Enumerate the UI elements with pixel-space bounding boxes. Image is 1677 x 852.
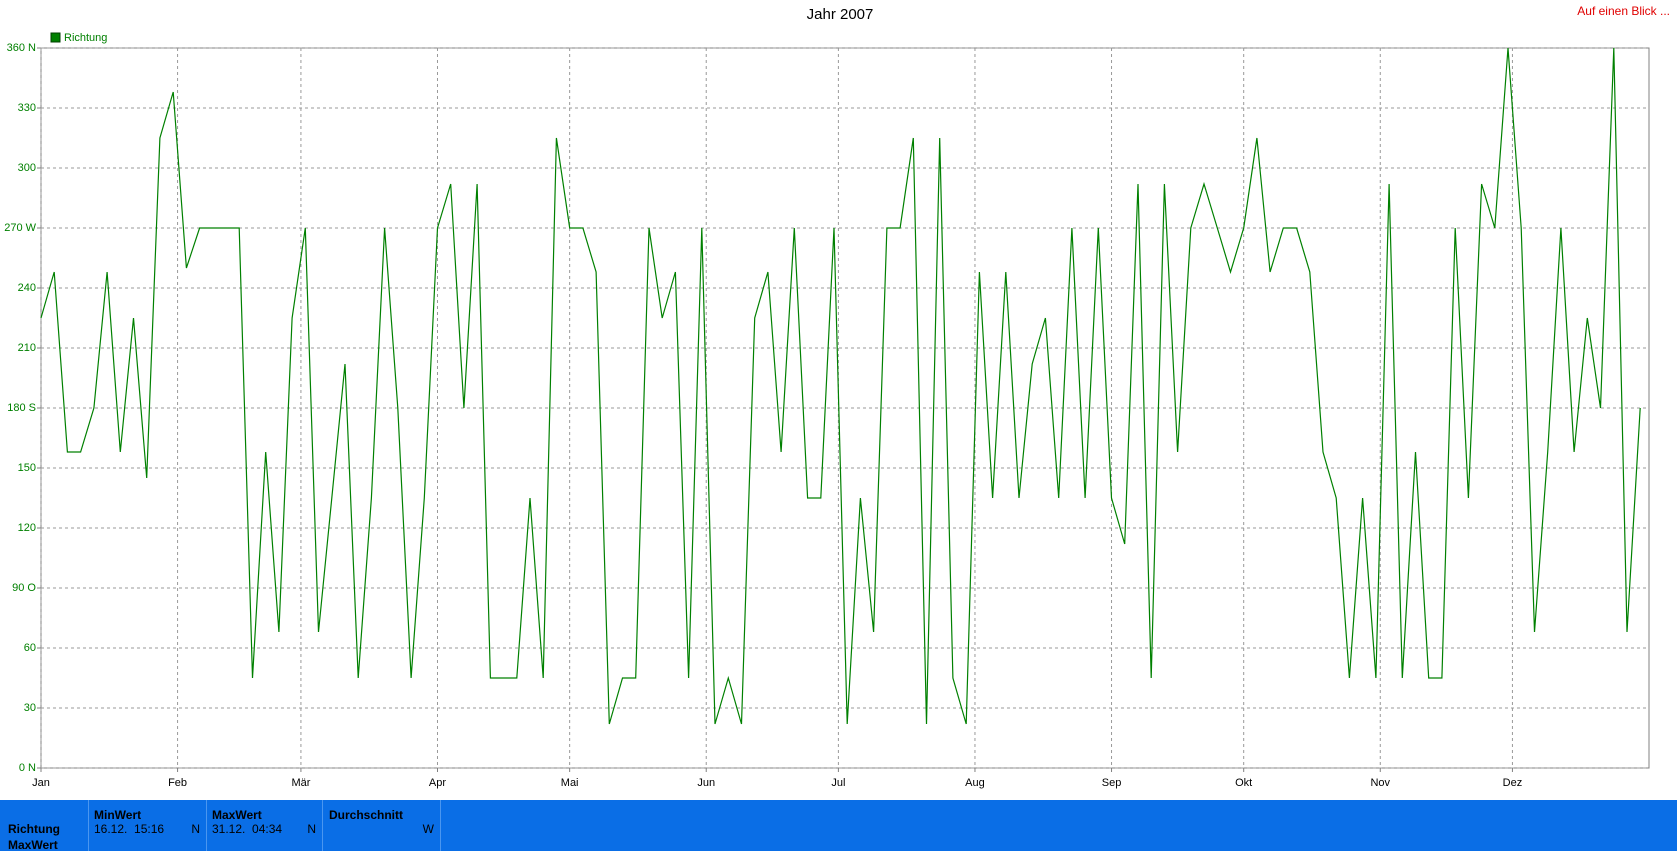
min-title: MinWert [94,808,142,822]
stats-label-cell: Richtung MaxWert [0,800,89,852]
x-tick-label: Aug [965,777,985,789]
x-tick-label: Mai [561,777,579,789]
y-tick-label: 150 [18,462,36,474]
y-tick-label: 270 W [4,222,36,234]
data-line [40,47,1641,725]
max-dir: N [307,822,316,836]
chart-title: Jahr 2007 [807,6,874,23]
y-tick-label: 330 [18,102,36,114]
x-tick-label: Dez [1503,777,1523,789]
chart: Jahr 2007 Auf einen Blick ... 0 N 30 60 90 … [4,4,1670,789]
row-label: Richtung [8,822,60,836]
max-title: MaxWert [212,808,262,822]
row-label: MaxWert [8,838,58,852]
y-tick-label: 210 [18,342,36,354]
x-tick-label: Jun [697,777,715,789]
y-tick-label: 120 [18,522,36,534]
x-tick-label: Sep [1102,777,1122,789]
legend-swatch [50,32,61,43]
y-tick-label: 300 [18,162,36,174]
y-tick-label: 30 [24,702,36,714]
min-dir: N [191,822,200,836]
max-time: 31.12. 04:34 [212,822,283,836]
x-tick-label: Feb [168,777,187,789]
x-tick-label: Jan [32,777,50,789]
y-tick-label: 90 O [12,582,36,594]
x-tick-label: Nov [1370,777,1390,789]
x-tick-label: Mär [291,777,310,789]
avg-cell: Durchschnitt W [323,800,441,851]
stats-bar: Richtung MaxWert MinWert 16.12. 15:16 N … [0,800,1677,852]
avg-dir: W [422,822,434,836]
x-tick-label: Jul [831,777,845,789]
min-time: 16.12. 15:16 [94,822,165,836]
min-cell: MinWert 16.12. 15:16 N [89,800,207,851]
y-tick-label: 0 N [19,762,36,774]
y-tick-label: 60 [24,642,36,654]
y-tick-label: 240 [18,282,36,294]
avg-title: Durchschnitt [329,808,404,822]
overview-link[interactable]: Auf einen Blick ... [1577,4,1670,18]
max-cell: MaxWert 31.12. 04:34 N [207,800,323,851]
x-tick-label: Okt [1235,777,1252,789]
x-tick-label: Apr [429,777,446,789]
legend-label: Richtung [64,32,107,44]
y-tick-label: 180 S [7,402,36,414]
y-tick-label: 360 N [7,42,36,54]
